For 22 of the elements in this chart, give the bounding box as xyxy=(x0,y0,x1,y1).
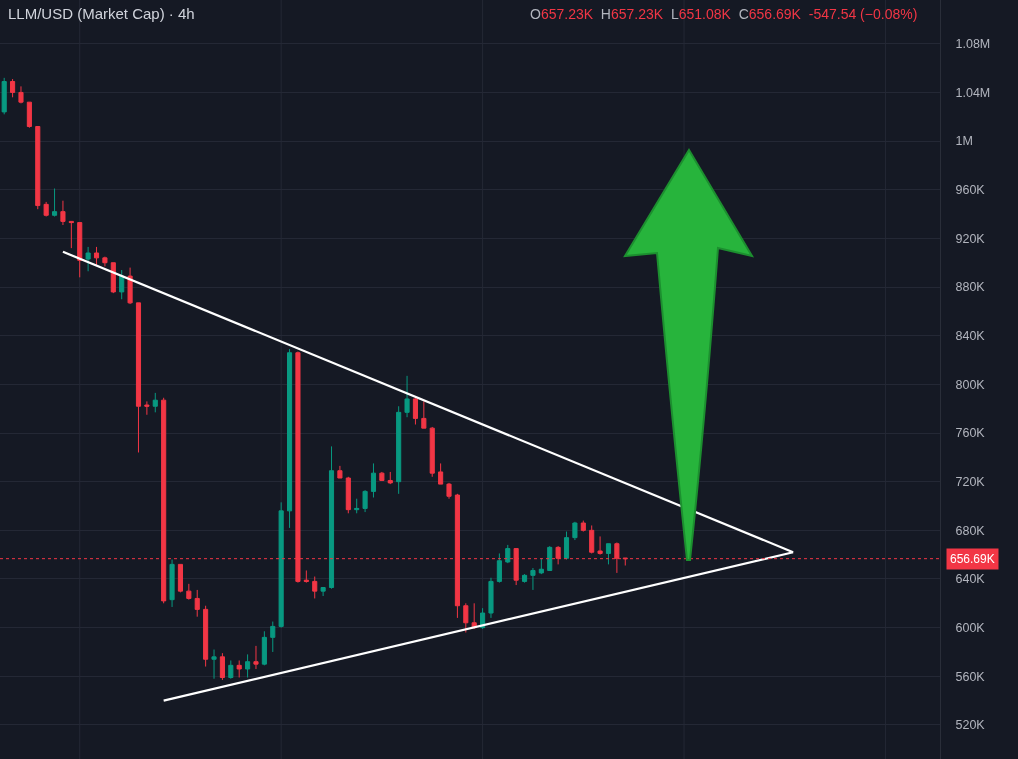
y-tick-label: 1M xyxy=(955,134,973,149)
y-tick-label: 760K xyxy=(955,426,986,441)
y-tick-label: 880K xyxy=(955,280,986,295)
annotation: H657.23K xyxy=(600,6,664,22)
annotation: C656.69K xyxy=(738,6,802,22)
y-tick-label: 640K xyxy=(955,572,986,587)
y-tick-label: 960K xyxy=(955,183,986,198)
y-tick-label: 800K xyxy=(955,377,986,392)
chart-title: LLM/USD (Market Cap) · 4h xyxy=(8,5,195,23)
y-tick-label: 520K xyxy=(955,718,986,733)
annotation: -547.54 (−0.08%) xyxy=(808,6,918,22)
y-tick-label: 600K xyxy=(955,621,986,636)
y-tick-label: 560K xyxy=(955,669,986,684)
y-tick-label: 840K xyxy=(955,329,986,344)
ref-line-label: 656.69K xyxy=(950,552,995,566)
y-tick-label: 920K xyxy=(955,231,986,246)
y-tick-label: 720K xyxy=(955,475,986,490)
y-tick-label: 1.04M xyxy=(955,85,991,100)
annotation: O657.23K xyxy=(530,6,594,22)
y-tick-label: 680K xyxy=(955,523,986,538)
y-tick-label: 1.08M xyxy=(955,37,991,52)
annotation: L651.08K xyxy=(670,6,732,22)
